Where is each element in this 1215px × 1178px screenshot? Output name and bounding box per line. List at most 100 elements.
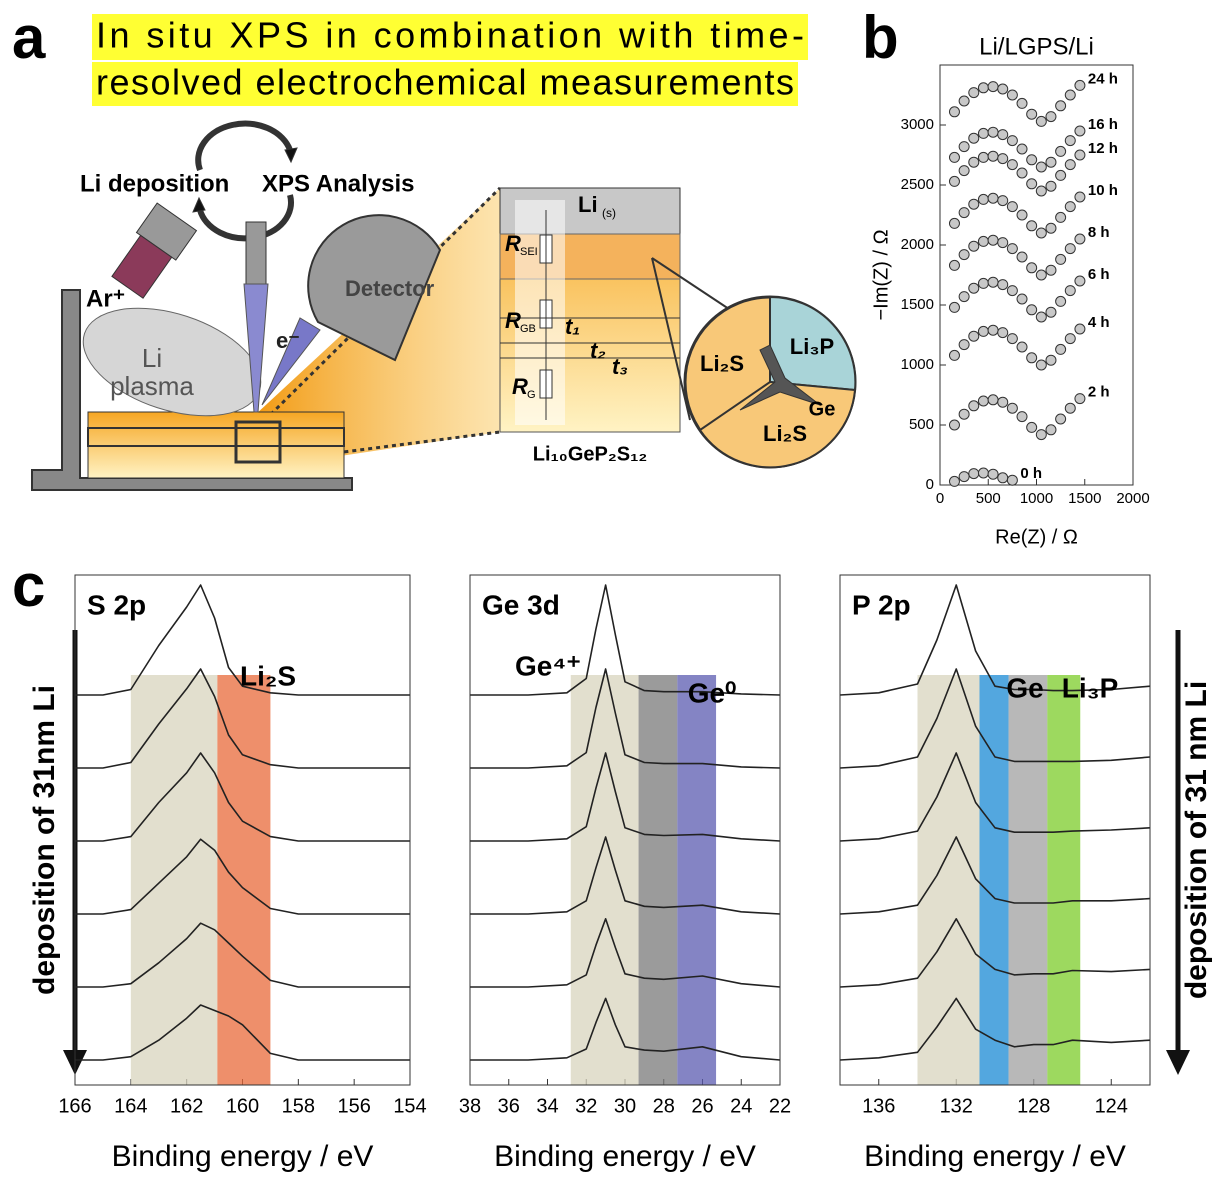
data-point: [948, 106, 960, 118]
series-label: 12 h: [1088, 140, 1118, 157]
data-point: [997, 396, 1009, 408]
panel-title: P 2p: [852, 589, 911, 620]
plot-frame: [939, 64, 1134, 486]
data-point: [1074, 125, 1086, 137]
data-point: [1064, 243, 1076, 255]
data-point: [977, 193, 989, 205]
data-point: [958, 471, 970, 483]
data-point: [1064, 201, 1076, 213]
data-point: [1055, 413, 1067, 425]
arrow-head: [284, 147, 298, 164]
data-point: [1026, 178, 1038, 190]
spectrum: [470, 836, 781, 915]
region-band: [1008, 675, 1048, 1085]
data-point: [1035, 227, 1047, 239]
data-point: [1035, 429, 1047, 441]
data-point: [948, 259, 960, 271]
label: t₂: [590, 338, 606, 363]
data-point: [1055, 169, 1067, 181]
data-point: [1035, 185, 1047, 197]
y-tick-label: 2000: [901, 236, 934, 253]
data-point: [1016, 251, 1028, 263]
region-band: [979, 675, 1009, 1085]
grain-boundary: [739, 344, 821, 411]
data-point: [1045, 180, 1057, 192]
data-point: [977, 325, 989, 337]
data-point: [1006, 333, 1018, 345]
x-tick-label: 166: [58, 1095, 91, 1117]
side-label: deposition of 31nm Li: [28, 685, 61, 995]
data-point: [1006, 201, 1018, 213]
data-point: [987, 234, 999, 246]
data-point: [1006, 474, 1018, 486]
x-tick-label: 124: [1095, 1095, 1128, 1117]
data-point: [1035, 311, 1047, 323]
x-tick-label: 32: [575, 1095, 597, 1117]
data-point: [948, 217, 960, 229]
data-point: [1064, 159, 1076, 171]
series-label: 0 h: [1020, 465, 1042, 482]
data-point: [1074, 275, 1086, 287]
data-point: [997, 195, 1009, 207]
y-tick-label: 3000: [901, 116, 934, 133]
panel-title: S 2p: [87, 589, 146, 620]
region-band: [217, 675, 271, 1085]
data-point: [1064, 402, 1076, 414]
data-point: [948, 301, 960, 313]
panel-title: Ge 3d: [482, 589, 560, 620]
data-point: [987, 468, 999, 480]
label: Li₂S: [763, 421, 807, 446]
data-point: [997, 472, 1009, 484]
data-point: [1026, 108, 1038, 120]
series-label: 16 h: [1088, 116, 1118, 133]
region-band: [677, 675, 717, 1085]
x-tick-label: 26: [691, 1095, 713, 1117]
data-point: [1026, 154, 1038, 166]
title-line: resolved electrochemical measurements: [96, 62, 794, 103]
data-point: [968, 198, 980, 210]
label: Li deposition: [80, 170, 229, 197]
data-point: [1055, 145, 1067, 157]
data-point: [1055, 343, 1067, 355]
zoom-line: [651, 257, 691, 421]
spectrum: [839, 836, 1151, 915]
data-point: [1074, 149, 1086, 161]
spectrum: [839, 752, 1151, 842]
spectrum: [470, 668, 781, 769]
data-point: [997, 83, 1009, 95]
data-point: [968, 156, 980, 168]
series-label: 10 h: [1088, 182, 1118, 199]
data-point: [1035, 161, 1047, 173]
label: Detector: [345, 276, 435, 301]
x-tick-label: 22: [769, 1095, 791, 1117]
xray-source: [245, 221, 267, 285]
data-point: [1035, 269, 1047, 281]
data-point: [968, 330, 980, 342]
spectrum: [75, 752, 410, 842]
data-point: [987, 81, 999, 93]
label: (s): [602, 206, 616, 220]
x-tick-label: 1000: [1020, 490, 1053, 507]
x-axis-label: Binding energy / eV: [112, 1140, 374, 1173]
data-point: [997, 153, 1009, 165]
data-point: [1064, 89, 1076, 101]
label: XPS Analysis: [262, 170, 415, 197]
spectrum: [75, 922, 410, 988]
spectrum: [839, 918, 1151, 988]
data-point: [1045, 156, 1057, 168]
series-label: 6 h: [1088, 266, 1110, 283]
x-tick-label: 30: [614, 1095, 636, 1117]
data-point: [1045, 111, 1057, 123]
zoom-line: [651, 257, 739, 316]
plot-frame: [839, 574, 1151, 1086]
highlight: [92, 14, 808, 60]
x-tick-label: 38: [459, 1095, 481, 1117]
data-point: [1006, 402, 1018, 414]
data-point: [968, 468, 980, 480]
data-point: [958, 141, 970, 153]
y-tick-label: 2500: [901, 176, 934, 193]
x-tick-label: 160: [226, 1095, 259, 1117]
label: R: [505, 308, 521, 333]
label: Li₁₀GeP₂S₁₂: [533, 443, 647, 465]
x-tick-label: 136: [862, 1095, 895, 1117]
